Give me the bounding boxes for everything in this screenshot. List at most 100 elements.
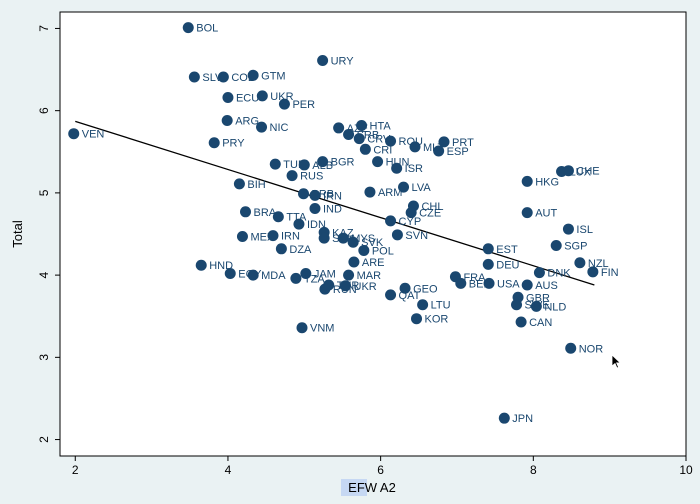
data-point: [587, 266, 599, 278]
y-tick-label: 5: [37, 189, 51, 196]
fit-line: [75, 120, 595, 286]
data-points: BOLURYSLVCOLGTMECUUKRPERARGNICVENPRYAZEH…: [68, 22, 619, 425]
data-point-label: FIN: [601, 267, 619, 279]
y-tick-label: 2: [37, 436, 51, 443]
data-point: [565, 342, 577, 354]
data-point-label: NLD: [544, 301, 566, 313]
plot-area: [59, 11, 687, 457]
data-point-label: CAN: [529, 317, 552, 329]
data-point-label: FRA: [463, 272, 486, 284]
data-point-label: BGR: [331, 157, 355, 169]
data-point: [333, 122, 345, 134]
data-point: [398, 181, 410, 193]
data-point-label: GEO: [413, 283, 438, 295]
data-point-label: ARM: [378, 187, 402, 199]
data-point: [482, 258, 494, 270]
data-point: [483, 277, 495, 289]
y-axis: 2 3 4 5 6 7: [37, 25, 60, 443]
data-point-label: AUT: [535, 208, 557, 220]
x-tick-label: 2: [72, 463, 79, 477]
data-point-label: BIH: [247, 179, 265, 191]
data-point: [347, 236, 359, 248]
data-point-label: BOL: [196, 23, 218, 35]
data-point-label: SVN: [405, 230, 428, 242]
data-point: [318, 232, 330, 244]
x-tick-label: 10: [679, 463, 693, 477]
data-point: [247, 269, 259, 281]
data-point: [221, 115, 233, 127]
data-point-label: JAM: [314, 268, 336, 280]
data-point: [498, 412, 510, 424]
data-point: [348, 256, 360, 268]
data-point-label: ARG: [235, 116, 259, 128]
data-point-label: DNK: [547, 268, 571, 280]
data-point: [562, 223, 574, 235]
data-point-label: LTU: [431, 300, 451, 312]
data-point: [409, 141, 421, 153]
x-axis-title: EFW A2: [348, 480, 396, 495]
data-point: [317, 156, 329, 168]
data-point: [364, 186, 376, 198]
data-point: [391, 162, 403, 174]
data-point: [521, 175, 533, 187]
data-point-label: PRT: [452, 137, 474, 149]
data-point-label: RUS: [300, 171, 323, 183]
data-point: [482, 243, 494, 255]
data-point-label: KOR: [425, 314, 449, 326]
data-point-label: IND: [323, 204, 342, 216]
data-point-label: CHE: [576, 166, 599, 178]
data-point-label: HUN: [386, 157, 410, 169]
data-point: [337, 232, 349, 244]
data-point-label: ESP: [447, 146, 469, 158]
data-point: [417, 299, 429, 311]
data-point-label: LVA: [412, 182, 432, 194]
data-point-label: ISR: [405, 163, 423, 175]
data-point: [433, 145, 445, 157]
data-point: [391, 229, 403, 241]
x-axis: 2 4 6 8 10: [72, 456, 693, 477]
data-point: [574, 257, 586, 269]
data-point: [278, 98, 290, 110]
data-point-label: HTA: [370, 120, 392, 132]
data-point: [356, 119, 368, 131]
data-point: [317, 55, 329, 67]
data-point-label: QAT: [399, 290, 421, 302]
data-point: [511, 299, 523, 311]
data-point-label: HKG: [535, 176, 559, 188]
data-point: [222, 92, 234, 104]
mouse-cursor-icon: [611, 354, 622, 369]
data-point-label: DEU: [496, 259, 519, 271]
data-point: [247, 69, 259, 81]
data-point: [343, 269, 355, 281]
data-point: [182, 22, 194, 34]
data-point: [530, 300, 542, 312]
data-point-label: CZE: [419, 208, 441, 220]
data-point: [256, 121, 268, 133]
data-point-label: VEN: [82, 129, 105, 141]
data-point-label: NOR: [579, 343, 604, 355]
data-point: [236, 230, 248, 242]
data-point: [272, 211, 284, 223]
data-point: [359, 143, 371, 155]
x-tick-label: 6: [377, 463, 384, 477]
data-point-label: CHL: [421, 201, 443, 213]
data-point-label: IRN: [323, 190, 342, 202]
data-point: [296, 322, 308, 334]
data-point-label: ECU: [236, 93, 259, 105]
data-point-label: ISL: [576, 224, 593, 236]
data-point-label: PER: [292, 99, 315, 111]
data-point-label: TZA: [304, 273, 325, 285]
data-point: [353, 133, 365, 145]
data-point-label: SGP: [564, 241, 587, 253]
data-point-label: NIC: [270, 122, 289, 134]
data-point: [372, 156, 384, 168]
data-point: [309, 189, 321, 201]
y-tick-label: 4: [37, 271, 51, 278]
data-point: [562, 165, 574, 177]
data-point-label: MAR: [357, 270, 382, 282]
data-point: [195, 259, 207, 271]
data-point-label: JPN: [512, 413, 533, 425]
data-point: [438, 136, 450, 148]
data-point: [233, 178, 245, 190]
data-point: [319, 283, 331, 295]
